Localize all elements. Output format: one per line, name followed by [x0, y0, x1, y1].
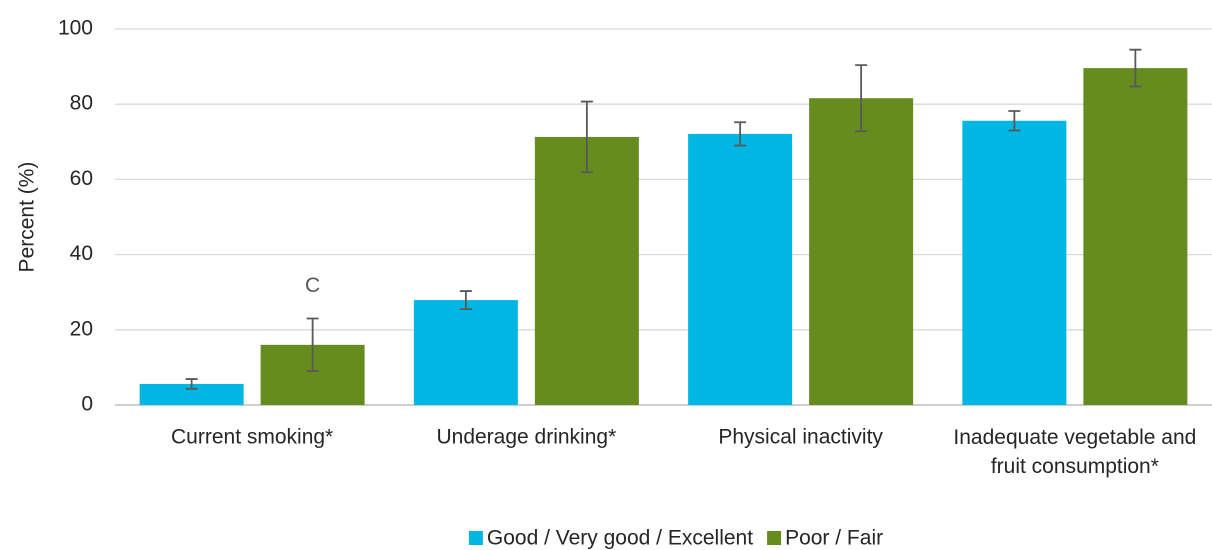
error-bar [580, 100, 593, 174]
y-tick-label: 60 [70, 167, 93, 190]
legend-label: Poor / Fair [785, 527, 883, 550]
bar [534, 136, 639, 406]
bar [688, 133, 793, 406]
x-tick-label: Physical inactivity [718, 426, 883, 449]
bar [139, 383, 244, 405]
error-bar [1129, 48, 1142, 88]
y-tick-label: 20 [70, 317, 93, 340]
error-bar [459, 290, 472, 311]
y-tick-label: 100 [58, 17, 93, 40]
error-bar [1008, 110, 1021, 132]
y-tick-label: 40 [70, 242, 93, 265]
x-tick-label: Current smoking* [171, 426, 333, 449]
bar [809, 98, 914, 406]
x-tick-label-line: Inadequate vegetable and [953, 426, 1196, 449]
x-tick-label-line: fruit consumption* [991, 455, 1159, 478]
error-bar [855, 64, 868, 133]
legend-swatch [468, 531, 483, 545]
x-tick-label: Inadequate vegetable and fruit consumptio… [953, 426, 1196, 478]
annotation: C [305, 274, 320, 297]
y-axis-label: Percent (%) [16, 162, 39, 273]
x-tick-label: Underage drinking* [436, 426, 616, 449]
bar [413, 300, 518, 405]
error-bar [734, 121, 747, 147]
error-bar [306, 317, 319, 373]
y-tick-label: 0 [81, 393, 93, 416]
y-tick-label: 80 [70, 92, 93, 115]
error-bar [185, 378, 198, 390]
legend: Good / Very good / Excellent Poor / Fair [468, 527, 883, 550]
bar [962, 120, 1067, 405]
bar [1083, 68, 1188, 405]
legend-swatch [767, 531, 782, 545]
legend-label: Good / Very good / Excellent [487, 527, 753, 550]
